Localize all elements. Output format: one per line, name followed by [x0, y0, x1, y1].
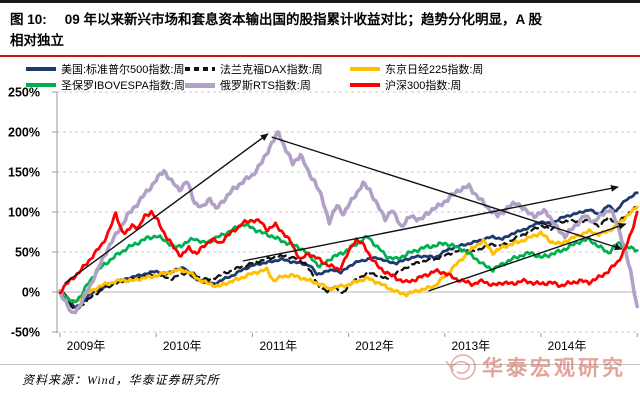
figure-title-line2: 相对独立 [10, 33, 64, 48]
y-tick-label: 100% [8, 206, 40, 220]
y-tick-label: 200% [8, 126, 40, 140]
trend-arrow [428, 222, 627, 292]
y-tick-label: 150% [8, 166, 40, 180]
series-lines [58, 130, 639, 315]
legend-label-dax: 法兰克福DAX指数:周 [220, 64, 323, 76]
series-line-nikkei225 [58, 205, 639, 303]
legend-swatch-dax-icon [185, 67, 215, 71]
x-tick-label: 2011年 [259, 339, 297, 353]
legend: 美国:标准普尔500指数:周 法兰克福DAX指数:周 东京日经225指数:周 圣保罗I… [0, 61, 640, 93]
legend-swatch-rts-icon [185, 82, 215, 88]
legend-label-csi300: 沪深300指数:周 [385, 80, 462, 92]
legend-swatch-ibovespa-icon [26, 83, 56, 87]
trend-arrow [271, 136, 623, 251]
legend-swatch-sp500-icon [26, 67, 56, 71]
y-tick-label: -50% [11, 326, 40, 340]
legend-label-rts: 俄罗斯RTS指数:周 [220, 80, 311, 92]
x-tick-label: 2009年 [67, 339, 106, 353]
legend-item-csi300: 沪深300指数:周 [350, 77, 461, 93]
x-tick-label: 2012年 [355, 339, 394, 353]
legend-item-ibovespa: 圣保罗IBOVESPA指数:周 [26, 77, 185, 93]
watermark-text: 华泰宏观研究 [482, 357, 626, 380]
trend-arrow [64, 133, 269, 284]
legend-label-nikkei225: 东京日经225指数:周 [385, 64, 484, 76]
x-tick-label: 2013年 [451, 339, 490, 353]
legend-swatch-nikkei225-icon [350, 67, 380, 71]
series-line-sp500 [58, 191, 639, 309]
y-tick-label: 50% [15, 246, 40, 260]
x-tick-label: 2010年 [163, 339, 202, 353]
watermark: 华泰宏观研究 [444, 351, 626, 383]
legend-item-rts: 俄罗斯RTS指数:周 [185, 77, 350, 93]
legend-item-dax: 法兰克福DAX指数:周 [185, 61, 350, 77]
y-tick-label: 250% [8, 86, 40, 100]
legend-item-sp500: 美国:标准普尔500指数:周 [26, 61, 185, 77]
y-tick-label: 0% [22, 286, 40, 300]
x-tick-label: 2014年 [548, 339, 587, 353]
title-underline [0, 55, 640, 57]
figure-number: 图 10: [10, 12, 47, 27]
top-border [0, 0, 640, 3]
trend-arrow [242, 184, 619, 262]
legend-row: 美国:标准普尔500指数:周 法兰克福DAX指数:周 东京日经225指数:周 [0, 61, 640, 77]
figure-title-line1: 09 年以来新兴市场和套息资本输出国的股指累计收益对比；趋势分化明显，A 股 [64, 12, 543, 27]
series-line-csi300 [58, 209, 639, 295]
series-line-rts [58, 130, 639, 315]
trend-arrows [64, 133, 627, 292]
legend-swatch-csi300-icon [350, 83, 380, 87]
footer-divider [0, 364, 640, 365]
source-note: 资料来源：Wind，华泰证券研究所 [22, 373, 220, 387]
legend-row: 圣保罗IBOVESPA指数:周 俄罗斯RTS指数:周 沪深300指数:周 [0, 77, 640, 93]
legend-item-nikkei225: 东京日经225指数:周 [350, 61, 483, 77]
huatai-logo-icon [445, 354, 476, 380]
legend-label-sp500: 美国:标准普尔500指数:周 [61, 64, 185, 76]
legend-label-ibovespa: 圣保罗IBOVESPA指数:周 [61, 80, 185, 92]
figure-title: 图 10: 09 年以来新兴市场和套息资本输出国的股指累计收益对比；趋势分化明显，… [10, 9, 634, 51]
series-line-ibovespa [58, 222, 639, 304]
